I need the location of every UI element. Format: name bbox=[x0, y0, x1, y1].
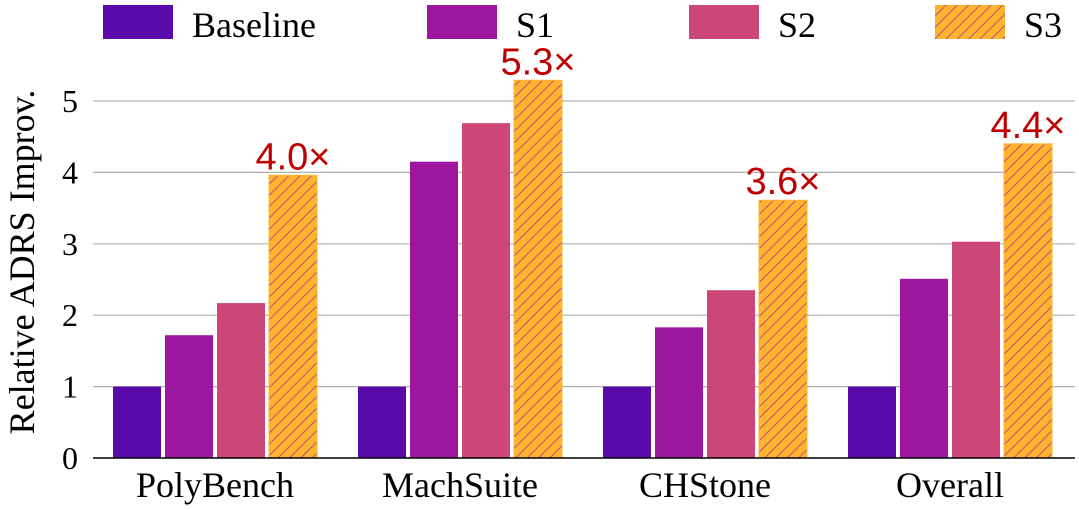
x-category-label: Overall bbox=[896, 465, 1004, 505]
bar-s2-chstone bbox=[707, 290, 755, 458]
axes: 0 1 2 3 4 5 PolyBench MachSuite CHStone Overall bbox=[62, 83, 1075, 505]
bars bbox=[113, 79, 1053, 459]
annotations: 4.0× 5.3× 3.6× 4.4× bbox=[255, 41, 1065, 203]
bar-baseline-overall bbox=[848, 386, 896, 458]
legend-swatch-baseline bbox=[103, 5, 173, 39]
y-axis-label: Relative ADRS Improv. bbox=[2, 90, 42, 435]
bar-s1-chstone bbox=[655, 327, 703, 458]
bar-baseline-machsuite bbox=[358, 386, 406, 458]
legend-swatch-s3 bbox=[935, 5, 1005, 39]
bar-s3-overall bbox=[1003, 143, 1053, 459]
y-tick-label: 3 bbox=[62, 226, 78, 262]
x-category-label: MachSuite bbox=[382, 465, 538, 505]
y-tick-label: 2 bbox=[62, 297, 78, 333]
bar-s2-machsuite bbox=[462, 123, 510, 458]
bar-baseline-chstone bbox=[603, 386, 651, 458]
bar-s1-overall bbox=[900, 278, 948, 458]
data-label-annotation: 5.3× bbox=[500, 41, 575, 83]
bar-s2-polybench bbox=[217, 303, 265, 458]
bar-s1-polybench bbox=[165, 335, 213, 458]
y-tick-label: 4 bbox=[62, 154, 78, 190]
x-category-label: CHStone bbox=[639, 465, 771, 505]
bar-s2-overall bbox=[952, 241, 1000, 458]
bar-baseline-polybench bbox=[113, 386, 161, 458]
legend-label-baseline: Baseline bbox=[192, 5, 316, 45]
bar-s1-machsuite bbox=[410, 161, 458, 458]
y-tick-label: 0 bbox=[62, 440, 78, 476]
bar-s3-chstone bbox=[758, 199, 808, 459]
bar-s3-polybench bbox=[268, 174, 318, 459]
legend-swatch-s1 bbox=[427, 5, 497, 39]
legend-label-s3: S3 bbox=[1024, 5, 1062, 45]
data-label-annotation: 4.0× bbox=[255, 136, 330, 178]
legend: Baseline S1 S2 S3 bbox=[103, 5, 1062, 45]
bar-s3-machsuite bbox=[513, 79, 563, 459]
legend-label-s2: S2 bbox=[778, 5, 816, 45]
y-tick-label: 1 bbox=[62, 369, 78, 405]
x-category-label: PolyBench bbox=[136, 465, 294, 505]
data-label-annotation: 4.4× bbox=[990, 105, 1065, 147]
legend-swatch-s2 bbox=[689, 5, 759, 39]
legend-label-s1: S1 bbox=[516, 5, 554, 45]
data-label-annotation: 3.6× bbox=[745, 161, 820, 203]
y-tick-label: 5 bbox=[62, 83, 78, 119]
